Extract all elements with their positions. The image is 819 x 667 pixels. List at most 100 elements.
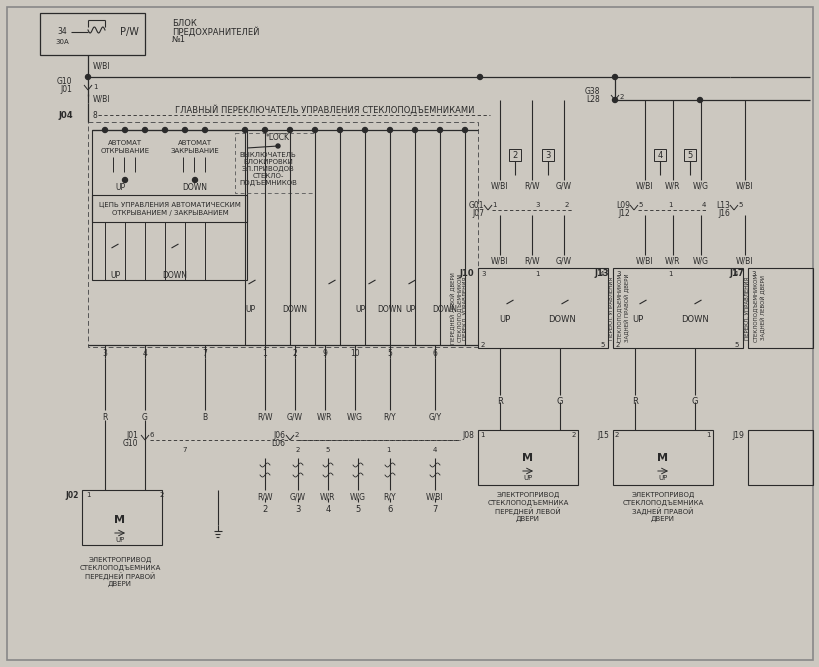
Circle shape <box>462 127 467 133</box>
Text: W/Bl: W/Bl <box>735 181 753 191</box>
Bar <box>509 149 520 161</box>
Text: 4: 4 <box>432 447 437 453</box>
Circle shape <box>192 177 197 183</box>
Text: J01: J01 <box>60 85 72 93</box>
Text: UP: UP <box>631 315 643 325</box>
Text: 4: 4 <box>325 506 330 514</box>
Bar <box>747 430 812 485</box>
Text: UP: UP <box>110 271 120 279</box>
Text: 2: 2 <box>512 151 517 159</box>
Text: СТЕКЛОПОДЪЕМНИКОМ: СТЕКЛОПОДЪЕМНИКОМ <box>752 273 757 342</box>
Bar <box>92 195 247 222</box>
Text: W/Bl: W/Bl <box>426 492 443 502</box>
Circle shape <box>122 127 127 133</box>
Text: W/G: W/G <box>346 412 363 422</box>
Text: G: G <box>556 398 563 406</box>
Text: DOWN: DOWN <box>377 305 402 315</box>
Text: ПЕРЕДНЕЙ ПРАВОЙ: ПЕРЕДНЕЙ ПРАВОЙ <box>85 572 155 580</box>
Text: ЗАДНЕЙ ЛЕВОЙ ДВЕРИ: ЗАДНЕЙ ЛЕВОЙ ДВЕРИ <box>758 275 764 340</box>
Circle shape <box>697 97 702 103</box>
Text: G: G <box>691 398 698 406</box>
Text: W/Bl: W/Bl <box>491 257 508 265</box>
Text: 5: 5 <box>737 202 741 208</box>
Text: 2: 2 <box>572 432 576 438</box>
Text: 2: 2 <box>160 492 164 498</box>
Text: R: R <box>102 412 107 422</box>
Text: 6: 6 <box>432 348 437 358</box>
Text: ВЫКЛЮЧАТЕЛЬ: ВЫКЛЮЧАТЕЛЬ <box>239 152 296 158</box>
Text: 4: 4 <box>701 202 705 208</box>
Text: UP: UP <box>245 305 255 315</box>
Text: ОТКРЫВАНИЕ: ОТКРЫВАНИЕ <box>100 148 149 154</box>
Text: 3: 3 <box>545 151 550 159</box>
Text: R/Y: R/Y <box>383 412 396 422</box>
Text: 1: 1 <box>491 202 495 208</box>
Text: 2: 2 <box>296 447 300 453</box>
Bar <box>82 490 162 545</box>
Text: 2: 2 <box>619 94 623 100</box>
Text: W/Bl: W/Bl <box>93 95 111 103</box>
Text: J06: J06 <box>273 430 285 440</box>
Bar <box>477 430 577 485</box>
Text: 1: 1 <box>86 492 90 498</box>
Text: L06: L06 <box>270 438 285 448</box>
Text: R: R <box>631 398 637 406</box>
Text: G/W: G/W <box>555 181 572 191</box>
Text: UP: UP <box>499 315 510 325</box>
Text: 2: 2 <box>292 348 297 358</box>
Text: G10: G10 <box>57 77 72 87</box>
Text: 1: 1 <box>667 271 672 277</box>
Text: 7: 7 <box>432 506 437 514</box>
Circle shape <box>102 127 107 133</box>
Text: J08: J08 <box>462 430 473 440</box>
Text: АВТОМАТ: АВТОМАТ <box>108 140 142 146</box>
Text: J16: J16 <box>717 209 729 217</box>
Text: СТЕКЛОПОДЪЕМНИКОМ: СТЕКЛОПОДЪЕМНИКОМ <box>616 273 621 342</box>
Bar <box>88 122 477 347</box>
Text: M: M <box>522 453 533 463</box>
Text: DOWN: DOWN <box>432 305 457 315</box>
Text: W/R: W/R <box>664 257 680 265</box>
Text: R/W: R/W <box>523 257 539 265</box>
Text: G/W: G/W <box>290 492 305 502</box>
Text: W/R: W/R <box>320 492 335 502</box>
Text: 6: 6 <box>387 506 392 514</box>
Circle shape <box>122 177 127 183</box>
Text: ПЕРЕКЛ. УПРАВЛЕНИЯ: ПЕРЕКЛ. УПРАВЛЕНИЯ <box>744 276 749 340</box>
Text: 1: 1 <box>385 447 390 453</box>
Text: БЛОК: БЛОК <box>172 19 197 29</box>
Text: J13: J13 <box>594 269 609 279</box>
Text: 3: 3 <box>481 271 485 277</box>
Circle shape <box>612 97 617 103</box>
Text: ЦЕПЬ УПРАВЛЕНИЯ АВТОМАТИЧЕСКИМ: ЦЕПЬ УПРАВЛЕНИЯ АВТОМАТИЧЕСКИМ <box>99 202 241 208</box>
Text: R/W: R/W <box>523 181 539 191</box>
Text: 9: 9 <box>322 348 327 358</box>
Text: 5: 5 <box>686 151 692 159</box>
Text: 5: 5 <box>387 348 392 358</box>
Text: W/Bl: W/Bl <box>491 181 508 191</box>
Text: *LOCK: *LOCK <box>265 133 290 143</box>
Circle shape <box>412 127 417 133</box>
Circle shape <box>477 75 482 79</box>
Text: 10: 10 <box>350 348 360 358</box>
Text: 1: 1 <box>705 432 709 438</box>
Text: M: M <box>115 515 125 525</box>
Text: G: G <box>142 412 147 422</box>
Text: ПРЕДОХРАНИТЕЛЕЙ: ПРЕДОХРАНИТЕЛЕЙ <box>172 27 259 37</box>
Circle shape <box>162 127 167 133</box>
Bar <box>477 268 607 348</box>
Circle shape <box>362 127 367 133</box>
Text: ЭЛЕКТРОПРИВОД: ЭЛЕКТРОПРИВОД <box>631 492 694 498</box>
Text: 6: 6 <box>150 432 154 438</box>
Text: J10: J10 <box>459 269 473 279</box>
Text: ДВЕРИ: ДВЕРИ <box>650 516 674 522</box>
Text: DOWN: DOWN <box>547 315 575 325</box>
Text: W/Bl: W/Bl <box>636 181 653 191</box>
Text: J02: J02 <box>66 490 79 500</box>
Text: W/Bl: W/Bl <box>735 257 753 265</box>
Text: G10: G10 <box>122 438 138 448</box>
Text: ЭЛ.ПРИВОДОВ: ЭЛ.ПРИВОДОВ <box>242 166 294 172</box>
Text: G01: G01 <box>468 201 483 209</box>
Text: ПЕРЕДНЕЙ ЛЕВОЙ ДВЕРИ: ПЕРЕДНЕЙ ЛЕВОЙ ДВЕРИ <box>449 272 455 344</box>
Text: БЛОКИРОВКИ: БЛОКИРОВКИ <box>242 159 292 165</box>
